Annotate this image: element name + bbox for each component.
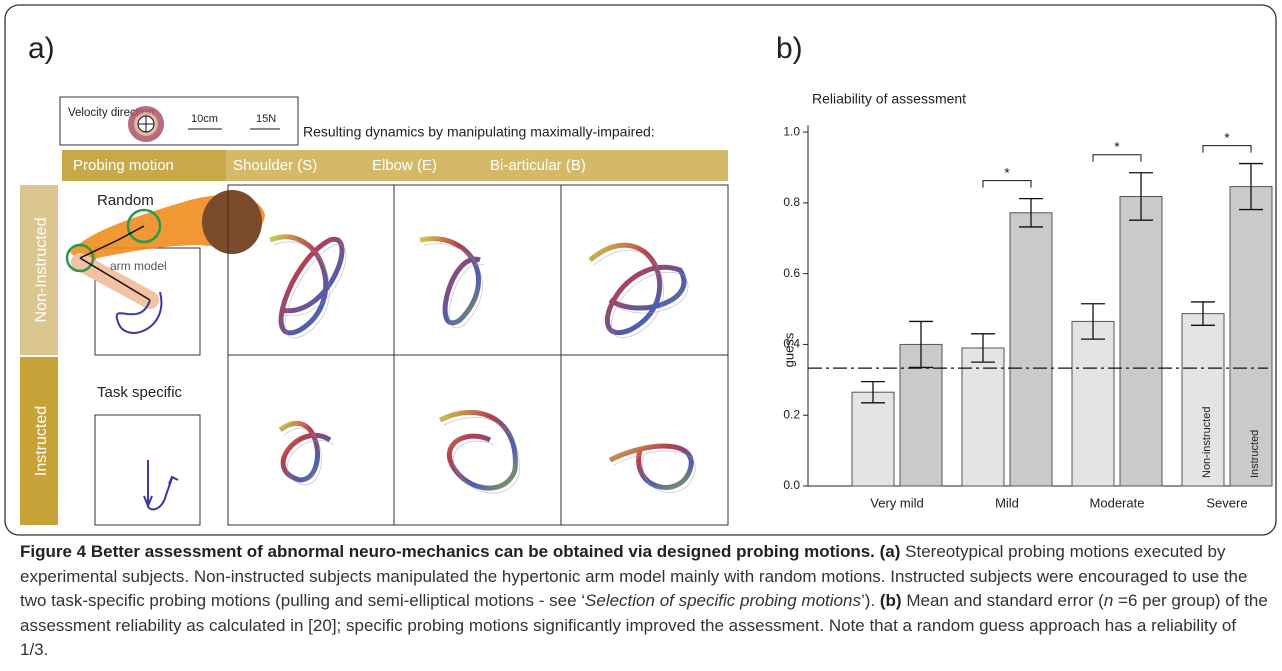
significance-label: * <box>1004 164 1010 180</box>
page: a) b) Velocity direction 10cm 15N Result… <box>0 0 1282 671</box>
y-tick-label: 0.4 <box>783 337 800 351</box>
caption-text: ’). <box>861 591 875 610</box>
column-header: Shoulder (S) <box>233 157 317 174</box>
plot-cell <box>228 355 394 525</box>
trajectory <box>270 237 342 333</box>
bar <box>852 392 894 486</box>
significance-label: * <box>1114 138 1120 154</box>
x-tick-label: Mild <box>995 495 1019 510</box>
bar <box>1072 321 1114 486</box>
column-header: Elbow (E) <box>372 157 437 174</box>
x-tick-label: Severe <box>1206 495 1247 510</box>
caption: Figure 4 Better assessment of abnormal n… <box>20 540 1268 663</box>
y-tick-label: 0.6 <box>783 266 800 280</box>
panel-label: a) <box>28 32 55 65</box>
y-tick-label: 0.2 <box>783 407 800 421</box>
significance-bracket <box>983 181 1031 188</box>
trajectory <box>590 245 684 332</box>
trajectory <box>420 239 480 323</box>
series-label: Instructed <box>1249 430 1261 478</box>
row-label: Non-Instructed <box>33 218 50 323</box>
dynamics-plots <box>228 185 728 525</box>
row-label: Instructed <box>33 406 50 476</box>
y-tick-label: 0.0 <box>783 478 800 492</box>
panel-label: b) <box>776 32 803 65</box>
caption-title: Figure 4 Better assessment of abnormal n… <box>20 542 875 561</box>
scale-label: 10cm <box>191 113 218 125</box>
significance-label: * <box>1224 129 1230 145</box>
column-header: Probing motion <box>73 157 174 174</box>
column-header: Bi-articular (B) <box>490 157 586 174</box>
arm-label: arm model <box>110 259 167 273</box>
scale-label: 15N <box>256 113 276 125</box>
chart: Reliability of assessment guess 0.00.20.… <box>781 91 1272 511</box>
caption-ref: Selection of specific probing motions <box>585 591 861 610</box>
probe-label: Task specific <box>97 384 183 401</box>
plot-cell <box>561 355 728 525</box>
caption-text: Mean and standard error ( <box>906 591 1104 610</box>
chart-title: Reliability of assessment <box>812 91 966 107</box>
bar <box>1120 196 1162 486</box>
significance-bracket <box>1093 155 1141 162</box>
caption-part: (b) <box>880 591 902 610</box>
figure: a) b) Velocity direction 10cm 15N Result… <box>0 0 1282 540</box>
probe-label: Random <box>97 192 154 209</box>
caption-symbol: n <box>1104 591 1113 610</box>
bar <box>1010 213 1052 486</box>
plot-cell <box>394 355 561 525</box>
x-tick-label: Moderate <box>1090 495 1145 510</box>
significance-bracket <box>1203 146 1251 153</box>
y-tick-label: 1.0 <box>783 124 800 138</box>
x-tick-label: Very mild <box>870 495 923 510</box>
trajectory-trace <box>424 244 484 328</box>
trajectory <box>440 412 515 488</box>
probe-trace <box>144 460 178 509</box>
y-tick-label: 0.8 <box>783 195 800 209</box>
series-label: Non-instructed <box>1201 406 1213 478</box>
heading: Resulting dynamics by manipulating maxim… <box>303 124 655 140</box>
legend-box: Velocity direction 10cm 15N <box>60 97 298 145</box>
caption-part: (a) <box>880 542 901 561</box>
